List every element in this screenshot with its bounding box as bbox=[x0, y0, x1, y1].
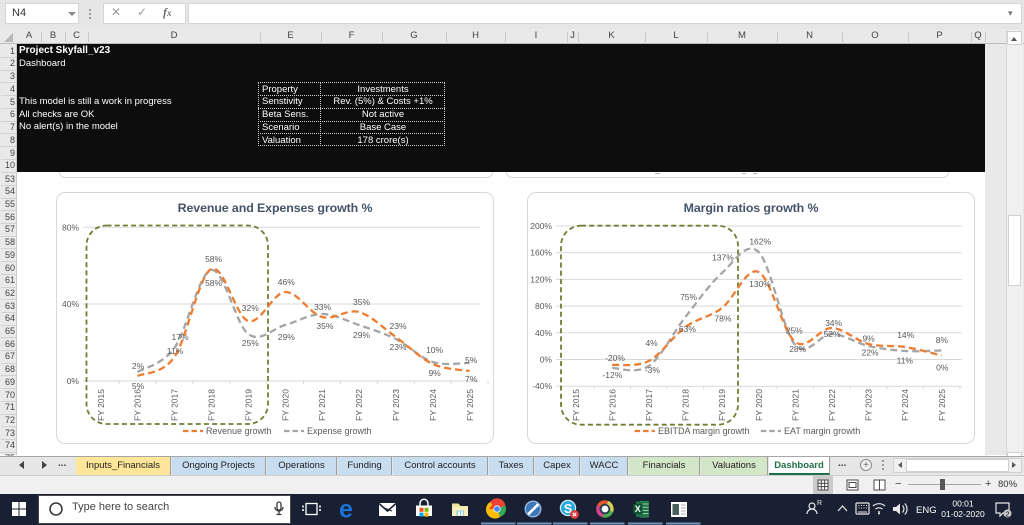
svg-text:00:01: 00:01 bbox=[952, 499, 974, 509]
svg-text:ENG: ENG bbox=[916, 505, 937, 516]
svg-text:01-02-2020: 01-02-2020 bbox=[941, 509, 985, 519]
svg-text:2: 2 bbox=[1005, 509, 1009, 518]
svg-text:e: e bbox=[339, 496, 353, 524]
svg-text:R: R bbox=[817, 500, 822, 507]
svg-text:S: S bbox=[564, 502, 572, 516]
svg-text:X: X bbox=[635, 504, 641, 514]
